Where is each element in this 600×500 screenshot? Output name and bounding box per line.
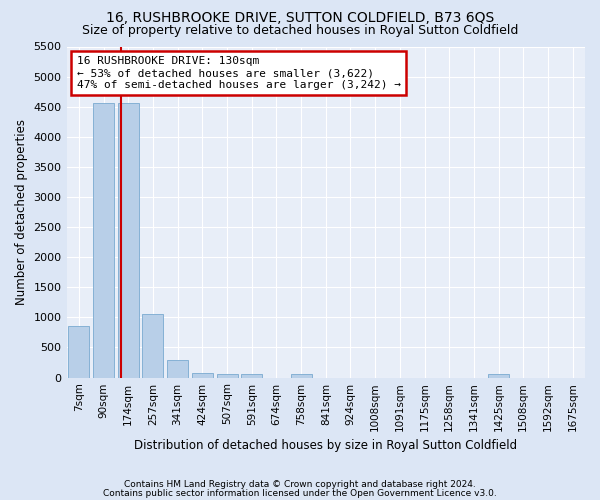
Bar bbox=[68, 326, 89, 378]
Text: Contains public sector information licensed under the Open Government Licence v3: Contains public sector information licen… bbox=[103, 488, 497, 498]
Bar bbox=[142, 314, 163, 378]
Bar bbox=[290, 374, 311, 378]
Bar bbox=[217, 374, 238, 378]
Bar bbox=[241, 374, 262, 378]
Y-axis label: Number of detached properties: Number of detached properties bbox=[15, 119, 28, 305]
Text: 16 RUSHBROOKE DRIVE: 130sqm
← 53% of detached houses are smaller (3,622)
47% of : 16 RUSHBROOKE DRIVE: 130sqm ← 53% of det… bbox=[77, 56, 401, 90]
X-axis label: Distribution of detached houses by size in Royal Sutton Coldfield: Distribution of detached houses by size … bbox=[134, 440, 517, 452]
Bar bbox=[167, 360, 188, 378]
Bar bbox=[488, 374, 509, 378]
Text: Size of property relative to detached houses in Royal Sutton Coldfield: Size of property relative to detached ho… bbox=[82, 24, 518, 37]
Text: Contains HM Land Registry data © Crown copyright and database right 2024.: Contains HM Land Registry data © Crown c… bbox=[124, 480, 476, 489]
Bar bbox=[93, 103, 114, 378]
Bar bbox=[192, 372, 213, 378]
Bar bbox=[118, 103, 139, 378]
Text: 16, RUSHBROOKE DRIVE, SUTTON COLDFIELD, B73 6QS: 16, RUSHBROOKE DRIVE, SUTTON COLDFIELD, … bbox=[106, 11, 494, 25]
